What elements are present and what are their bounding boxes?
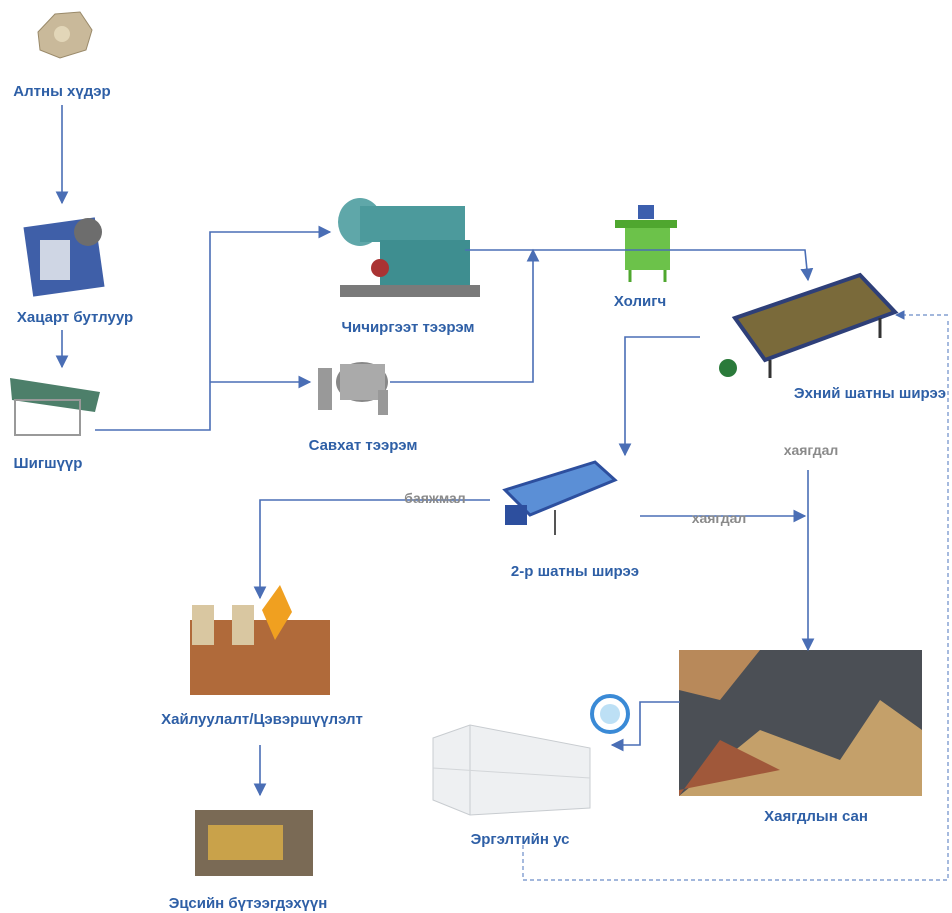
jaw-crusher-image	[23, 217, 104, 296]
ore-image	[38, 12, 92, 58]
edge-label: хаягдал	[784, 442, 839, 458]
edge-label: хаягдал	[692, 510, 747, 526]
water-tank-image	[433, 725, 590, 815]
gold-bar-image	[195, 810, 313, 876]
edge-label: баяжмал	[404, 490, 465, 506]
screen-image	[10, 378, 100, 435]
node-label: Чичиргээт тээрэм	[341, 319, 474, 336]
node-label: 2-р шатны ширээ	[511, 563, 639, 580]
node-label: Алтны хүдэр	[13, 83, 110, 100]
rod-mill-image	[318, 362, 388, 415]
smelting-image	[190, 585, 330, 695]
node-label: Эцсийн бүтээгдэхүүн	[169, 895, 328, 912]
node-label: Эргэлтийн ус	[471, 831, 570, 848]
mixer-image	[615, 205, 677, 282]
vibration-mill-image	[338, 198, 480, 297]
node-label: Савхат тээрэм	[309, 437, 418, 454]
second-table-image	[505, 462, 615, 535]
first-table-image	[719, 275, 895, 378]
node-label: Хайлуулалт/Цэвэршүүлэлт	[161, 711, 363, 728]
flow-diagram: Алтны хүдэр Хацарт бутлуур Шигшүүр Чичир…	[0, 0, 952, 913]
node-label: Холигч	[614, 293, 666, 310]
recycle-icon	[592, 696, 628, 732]
node-label: Хаягдлын сан	[764, 808, 868, 825]
tailings-pond-image	[679, 650, 922, 796]
node-label: Эхний шатны ширээ	[794, 385, 946, 402]
node-label: Хацарт бутлуур	[17, 309, 133, 326]
node-label: Шигшүүр	[14, 455, 83, 472]
